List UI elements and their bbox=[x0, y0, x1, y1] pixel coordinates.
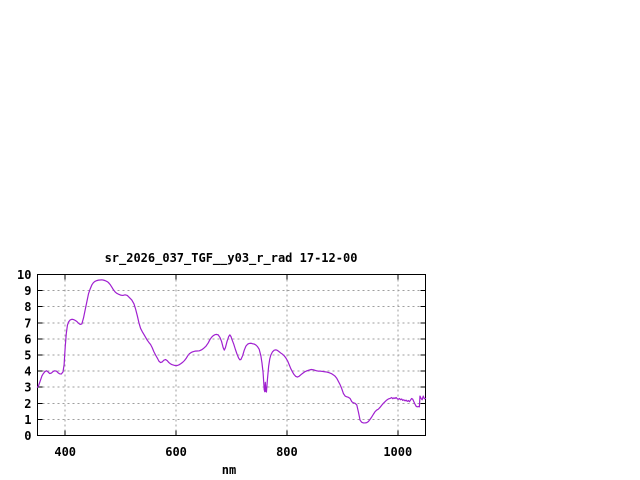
y-tick-label: 1 bbox=[24, 413, 31, 427]
y-tick-label: 2 bbox=[24, 397, 31, 411]
y-tick-label: 10 bbox=[17, 268, 31, 282]
y-tick-label: 5 bbox=[24, 349, 31, 363]
y-tick-label: 6 bbox=[24, 332, 31, 346]
x-tick-label: 1000 bbox=[383, 445, 412, 459]
x-tick-label: 800 bbox=[276, 445, 298, 459]
x-axis-label: nm bbox=[221, 463, 237, 477]
y-tick-label: 8 bbox=[24, 300, 31, 314]
chart-title: sr_2026_037_TGF__y03_r_rad 17-12-00 bbox=[104, 251, 358, 265]
plot-border bbox=[37, 274, 426, 436]
y-tick-label: 7 bbox=[24, 316, 31, 330]
x-tick-label: 600 bbox=[165, 445, 187, 459]
y-tick-label: 9 bbox=[24, 284, 31, 298]
spectrum-line bbox=[36, 279, 427, 424]
y-tick-label: 3 bbox=[24, 381, 31, 395]
y-tick-label: 0 bbox=[24, 429, 31, 443]
y-tick-label: 4 bbox=[24, 365, 31, 379]
x-tick-label: 400 bbox=[54, 445, 76, 459]
